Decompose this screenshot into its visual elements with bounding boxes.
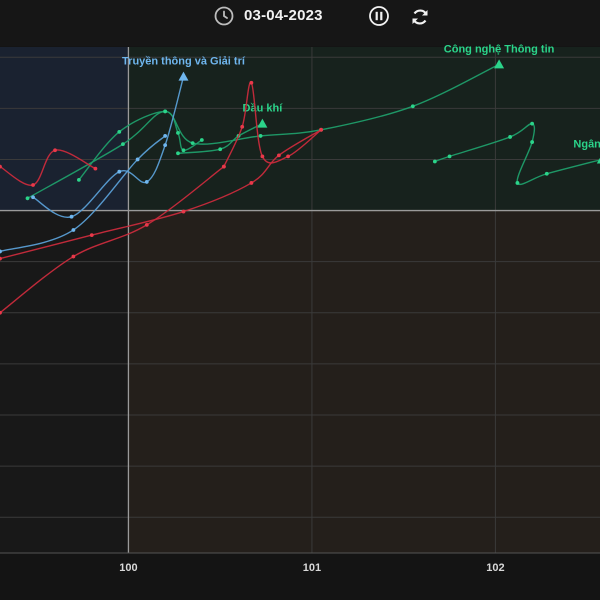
series-point xyxy=(176,151,180,156)
series-line-7 xyxy=(0,166,225,314)
quadrant-improving xyxy=(0,47,129,211)
series-point xyxy=(432,159,437,164)
series-point xyxy=(530,121,535,126)
series-point xyxy=(135,157,140,162)
series-point xyxy=(69,214,74,219)
series-point xyxy=(190,141,195,145)
series-point xyxy=(199,138,204,142)
series-point xyxy=(515,181,520,185)
series-line-9 xyxy=(0,135,166,253)
series-point xyxy=(260,154,265,159)
quadrant-leading xyxy=(128,47,600,211)
series-point xyxy=(163,143,168,148)
x-tick-label: 100 xyxy=(119,562,137,574)
series-point xyxy=(410,104,415,109)
top-bar: 03-04-2023 xyxy=(0,0,600,46)
quadrant-lagging xyxy=(0,210,129,554)
series-point xyxy=(319,127,324,132)
series-point xyxy=(89,233,94,237)
series-point xyxy=(258,134,263,138)
series-point xyxy=(53,148,57,153)
series-label: Ngân hàng xyxy=(573,138,600,150)
series-point xyxy=(218,147,223,152)
series-line-2 xyxy=(177,123,263,155)
series-point xyxy=(181,209,186,214)
series-point xyxy=(544,171,549,176)
x-tick-label: 101 xyxy=(303,562,321,574)
series-head-marker xyxy=(596,157,600,164)
series-point xyxy=(25,196,30,201)
series-point xyxy=(163,109,168,114)
series-point xyxy=(121,142,125,147)
series-point xyxy=(0,310,2,315)
series-point xyxy=(447,154,452,159)
series-point xyxy=(117,129,122,134)
pause-icon[interactable] xyxy=(368,5,390,27)
series-point xyxy=(181,148,186,153)
series-head-marker xyxy=(257,118,268,128)
replay-icon[interactable] xyxy=(408,5,432,29)
series-point xyxy=(221,164,226,169)
series-point xyxy=(117,169,122,174)
series-point xyxy=(71,254,76,259)
series-point xyxy=(176,130,180,135)
series-point xyxy=(31,195,35,200)
series-point xyxy=(249,181,254,185)
series-point xyxy=(144,222,149,227)
series-point xyxy=(530,140,535,144)
series-point xyxy=(71,228,76,232)
series-point xyxy=(93,166,98,171)
series-point xyxy=(0,164,2,169)
series-point xyxy=(286,154,290,159)
series-point xyxy=(508,135,512,139)
series-point xyxy=(31,183,35,187)
series-point xyxy=(144,180,149,184)
quadrant-weakening xyxy=(128,210,600,554)
current-date: 03-04-2023 xyxy=(244,7,323,24)
series-head-marker xyxy=(178,71,189,81)
series-point xyxy=(249,80,254,85)
series-line-5 xyxy=(223,81,322,167)
series-point xyxy=(0,256,2,261)
series-line-1 xyxy=(434,122,600,185)
series-point xyxy=(276,153,281,158)
clock-icon xyxy=(214,6,234,26)
series-point xyxy=(163,134,168,138)
series-label: Truyền thông và Giải trí xyxy=(122,56,246,68)
series-head-marker xyxy=(494,59,505,69)
x-tick-label: 102 xyxy=(486,562,504,574)
series-point xyxy=(0,249,2,254)
series-point xyxy=(240,124,245,129)
series-point xyxy=(76,177,81,182)
series-line-4 xyxy=(0,149,96,186)
series-label: Dầu khí xyxy=(243,103,284,115)
series-label: Công nghệ Thông tin xyxy=(444,43,555,55)
